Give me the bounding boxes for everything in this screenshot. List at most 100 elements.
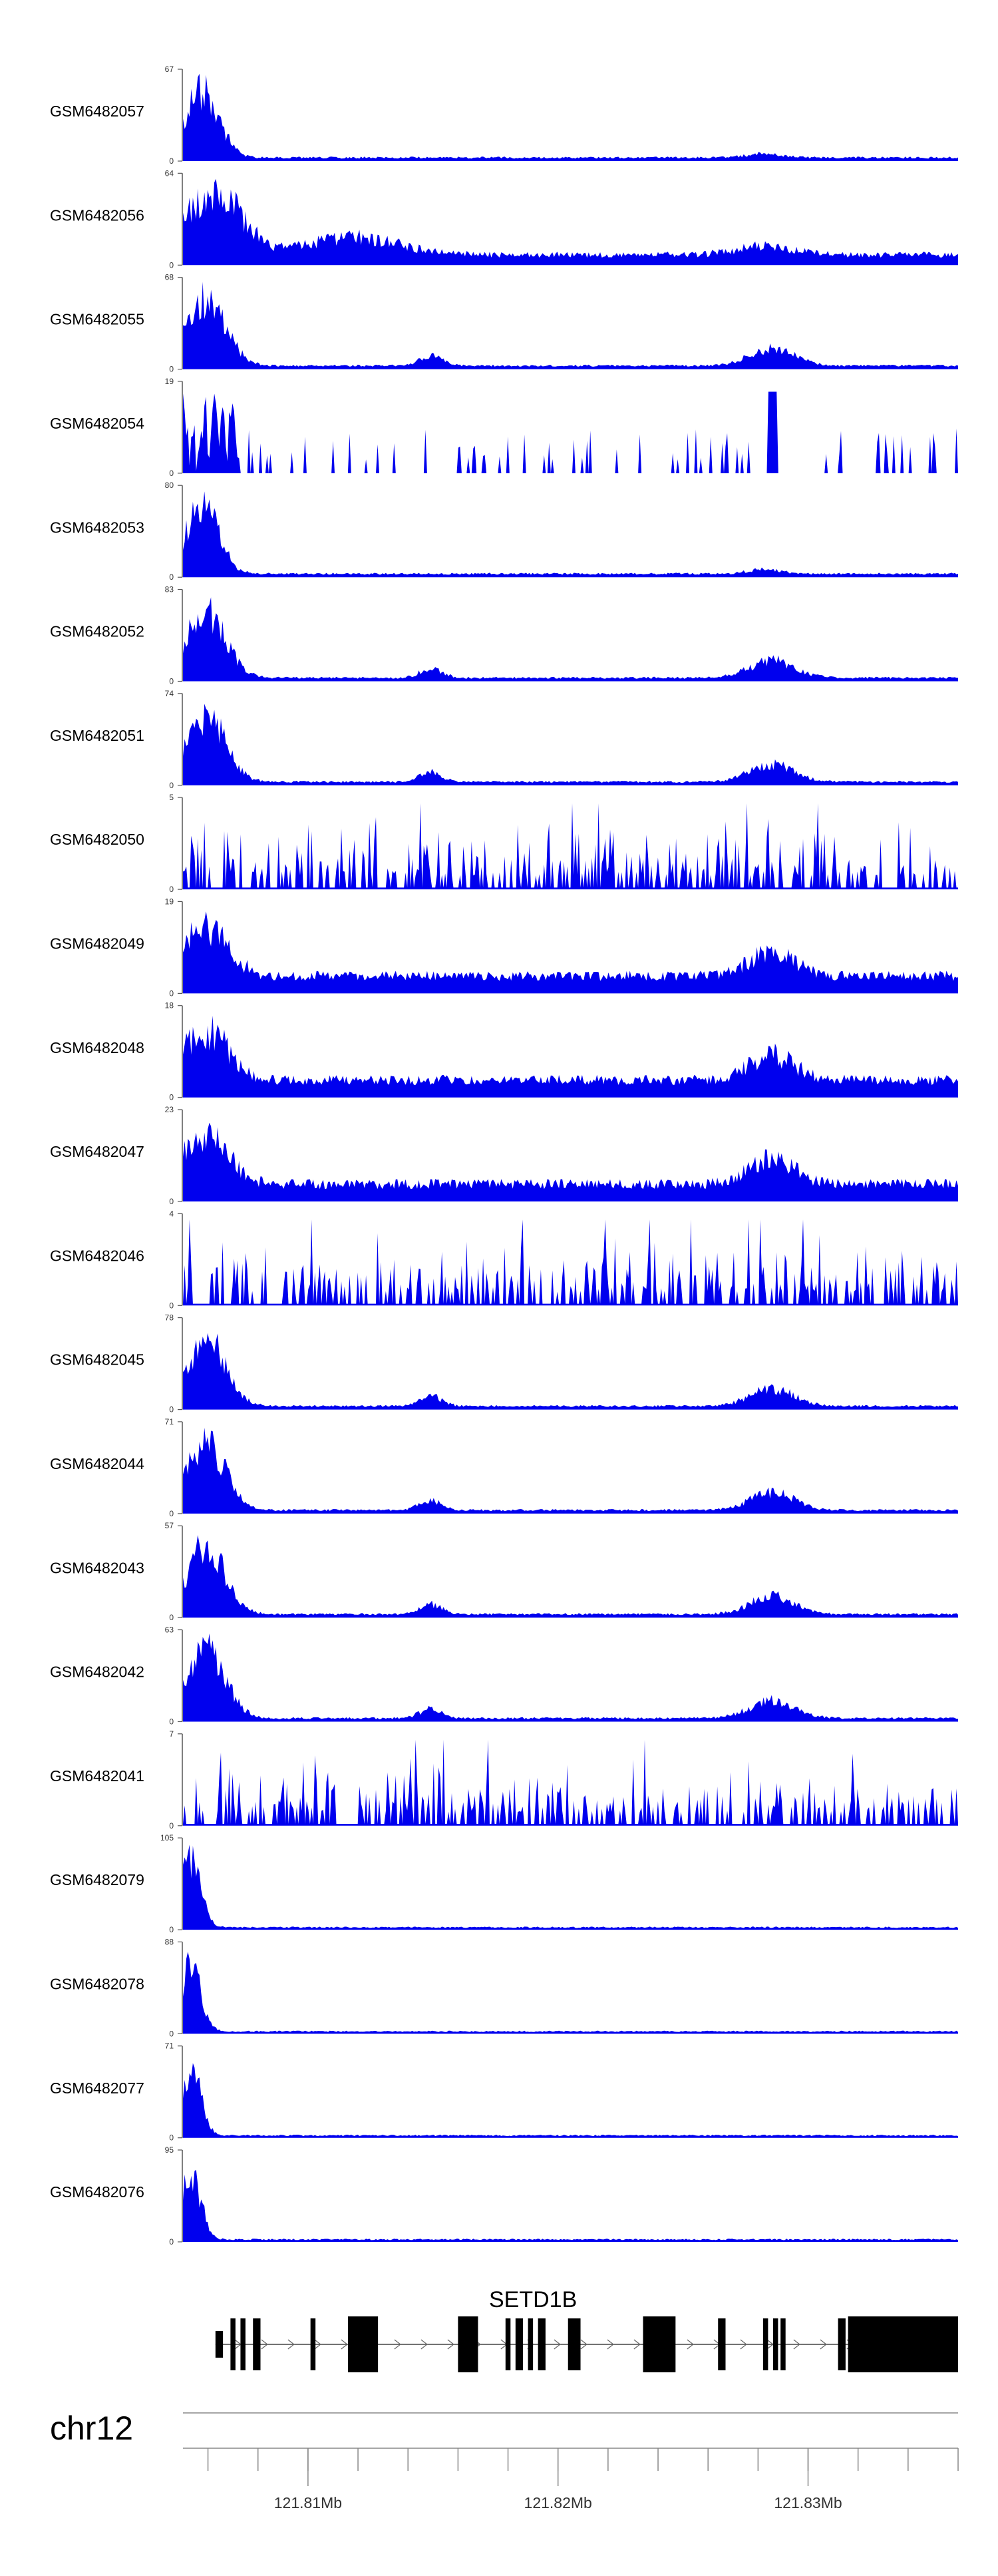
track-y-zero-label: 0 (169, 2237, 174, 2247)
gene-strand-arrow (633, 2339, 641, 2350)
gene-strand-arrow (554, 2339, 561, 2350)
track-label: GSM6482043 (50, 1559, 144, 1576)
track-signal-area (183, 704, 958, 785)
track-label: GSM6482048 (50, 1039, 144, 1056)
track-y-zero-label: 0 (169, 1613, 174, 1622)
gene-strand-arrow (766, 2339, 774, 2350)
track-label: GSM6482050 (50, 831, 144, 848)
track-y-max-label: 5 (169, 793, 174, 802)
track-y-zero-label: 0 (169, 1509, 174, 1518)
track-label: GSM6482056 (50, 206, 144, 224)
track-signal-area (183, 178, 958, 266)
track-signal-area (183, 282, 958, 369)
gene-strand-arrow (607, 2339, 614, 2350)
gene-exon (458, 2316, 478, 2372)
track-y-zero-label: 0 (169, 1301, 174, 1310)
track-signal-area (183, 911, 958, 994)
gene-exon (215, 2331, 224, 2358)
gene-strand-arrow (314, 2339, 321, 2350)
track-signal-area (183, 1219, 958, 1306)
track-label: GSM6482057 (50, 103, 144, 120)
track-signal-area (183, 491, 958, 578)
gene-name-label: SETD1B (489, 2287, 577, 2312)
gene-strand-arrow (287, 2339, 295, 2350)
track-y-zero-label: 0 (169, 469, 174, 478)
gene-exon (762, 2318, 768, 2370)
track-label: GSM6482041 (50, 1767, 144, 1785)
track-label: GSM6482055 (50, 311, 144, 328)
chromosome-label: chr12 (50, 2410, 133, 2447)
gene-exon (528, 2318, 534, 2370)
track-label: GSM6482042 (50, 1663, 144, 1681)
track-signal-area (183, 1333, 958, 1410)
track-y-zero-label: 0 (169, 1405, 174, 1414)
track-label: GSM6482047 (50, 1143, 144, 1160)
track-y-max-label: 67 (165, 65, 174, 74)
gene-exon (348, 2316, 379, 2372)
track-y-max-label: 64 (165, 168, 174, 178)
gene-exon (643, 2316, 676, 2372)
track-label: GSM6482049 (50, 935, 144, 952)
track-y-zero-label: 0 (169, 781, 174, 790)
track-y-zero-label: 0 (169, 1925, 174, 1934)
track-signal-area (183, 1952, 958, 2034)
track-y-max-label: 7 (169, 1729, 174, 1739)
gene-exon (718, 2318, 726, 2370)
track-label: GSM6482076 (50, 2183, 144, 2201)
track-y-zero-label: 0 (169, 2029, 174, 2038)
track-label: GSM6482079 (50, 1871, 144, 1888)
gene-exon (515, 2318, 524, 2370)
track-y-max-label: 71 (165, 1417, 174, 1426)
gene-exon (505, 2318, 511, 2370)
track-signal-area (183, 1428, 958, 1514)
track-y-max-label: 19 (165, 377, 174, 386)
track-y-zero-label: 0 (169, 1717, 174, 1727)
track-y-max-label: 95 (165, 2145, 174, 2155)
gene-exon (538, 2318, 546, 2370)
track-y-max-label: 88 (165, 1937, 174, 1946)
track-y-max-label: 74 (165, 689, 174, 698)
track-signal-area (183, 597, 958, 682)
track-label: GSM6482077 (50, 2079, 144, 2097)
track-y-max-label: 105 (160, 1833, 174, 1842)
track-y-max-label: 23 (165, 1105, 174, 1114)
track-label: GSM6482045 (50, 1351, 144, 1369)
track-signal-area (183, 2169, 958, 2242)
track-signal-area (183, 73, 958, 162)
gene-exon (253, 2318, 261, 2370)
coordinate-label: 121.81Mb (274, 2494, 342, 2511)
track-label: GSM6482078 (50, 1975, 144, 1992)
track-y-max-label: 4 (169, 1209, 174, 1218)
track-y-max-label: 68 (165, 273, 174, 282)
gene-strand-arrow (793, 2339, 800, 2350)
track-signal-area (183, 1122, 958, 1201)
track-signal-area (183, 803, 958, 890)
track-y-zero-label: 0 (169, 885, 174, 894)
track-signal-area (183, 1015, 958, 1098)
track-signal-area (183, 1633, 958, 1722)
coordinate-label: 121.83Mb (774, 2494, 842, 2511)
track-label: GSM6482051 (50, 727, 144, 744)
gene-strand-arrow (580, 2339, 587, 2350)
track-signal-area (183, 391, 958, 473)
gene-strand-arrow (394, 2339, 401, 2350)
gene-exon (838, 2318, 846, 2370)
coordinate-label: 121.82Mb (524, 2494, 592, 2511)
gene-strand-arrow (687, 2339, 694, 2350)
track-y-zero-label: 0 (169, 365, 174, 374)
track-label: GSM6482044 (50, 1455, 144, 1472)
gene-strand-arrow (341, 2339, 348, 2350)
gene-exon (310, 2318, 316, 2370)
track-signal-area (183, 1535, 958, 1618)
track-y-max-label: 80 (165, 481, 174, 490)
track-y-max-label: 18 (165, 1001, 174, 1010)
track-y-zero-label: 0 (169, 572, 174, 582)
track-y-max-label: 83 (165, 585, 174, 594)
track-label: GSM6482054 (50, 415, 144, 432)
gene-exon (848, 2316, 958, 2372)
track-y-zero-label: 0 (169, 677, 174, 686)
track-y-zero-label: 0 (169, 1197, 174, 1206)
track-y-zero-label: 0 (169, 1093, 174, 1102)
track-signal-area (183, 1844, 958, 1930)
